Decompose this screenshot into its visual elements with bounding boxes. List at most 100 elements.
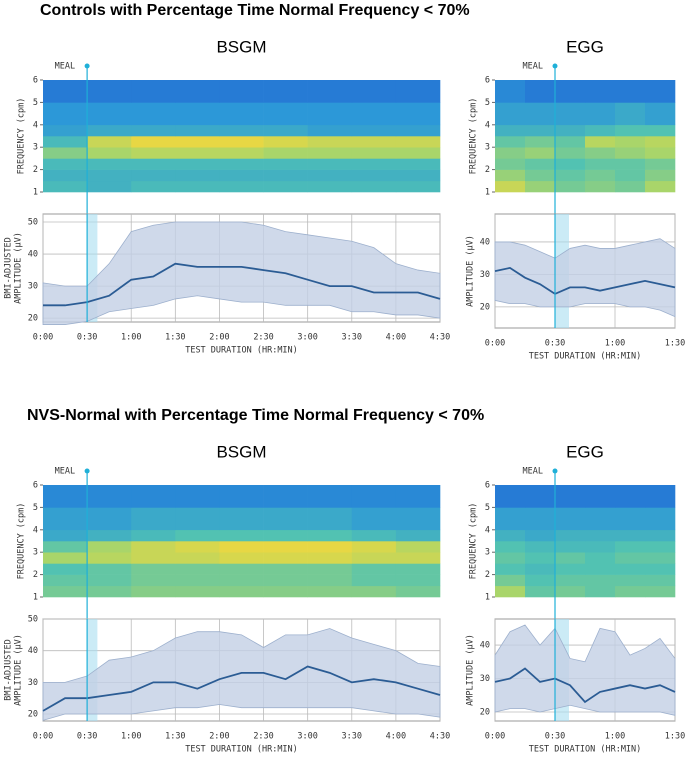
heatmap-cell bbox=[395, 541, 441, 553]
heatmap-cell bbox=[307, 507, 353, 531]
y-tick-label: 30 bbox=[480, 674, 490, 684]
y-tick-label: 3 bbox=[485, 143, 490, 153]
x-tick-label: 1:00 bbox=[605, 339, 625, 349]
heatmap-cell bbox=[43, 507, 88, 531]
y-tick-label: 5 bbox=[485, 98, 490, 108]
heatmap-cell bbox=[43, 552, 88, 564]
heatmap-cell bbox=[175, 563, 220, 575]
heatmap-cell bbox=[395, 124, 441, 137]
heatmap-cell bbox=[175, 147, 220, 159]
heatmap-cell bbox=[525, 552, 556, 564]
heatmap-cell bbox=[175, 585, 220, 598]
heatmap-cell bbox=[645, 180, 676, 193]
heatmap-cell bbox=[395, 180, 441, 193]
y-tick-label: 2 bbox=[485, 165, 490, 175]
heatmap-cell bbox=[645, 507, 676, 531]
meal-window bbox=[87, 214, 98, 322]
heatmap-cell bbox=[525, 585, 556, 598]
x-tick-label: 4:00 bbox=[386, 333, 406, 343]
x-tick-label: 2:00 bbox=[209, 732, 229, 742]
heatmap-cell bbox=[615, 147, 646, 159]
heatmap-cell bbox=[395, 563, 441, 575]
heatmap-cell bbox=[525, 80, 556, 103]
heatmap-cell bbox=[87, 541, 132, 553]
heatmap-cell bbox=[555, 563, 586, 575]
x-tick-label: 0:30 bbox=[545, 339, 565, 349]
heatmap-cell bbox=[43, 180, 88, 193]
heatmap-cell bbox=[351, 180, 397, 193]
y-axis-label: AMPLITUDE (µV) bbox=[14, 634, 24, 706]
heatmap-cell bbox=[219, 102, 264, 126]
heatmap-cell bbox=[495, 507, 526, 531]
heatmap-cell bbox=[615, 585, 646, 598]
heatmap-cell bbox=[525, 124, 556, 137]
heatmap-cell bbox=[615, 563, 646, 575]
heatmap-cell bbox=[555, 507, 586, 531]
heatmap-cell bbox=[87, 136, 132, 148]
panel-title: EGG bbox=[566, 37, 604, 56]
heatmap-cell bbox=[43, 158, 88, 170]
heatmap-cell bbox=[263, 585, 308, 598]
y-tick-label: 3 bbox=[33, 548, 38, 558]
heatmap-cell bbox=[175, 158, 220, 170]
y-axis-label: AMPLITUDE (µV) bbox=[466, 634, 476, 706]
heatmap-cell bbox=[351, 574, 397, 587]
y-axis-label: FREQUENCY (cpm) bbox=[17, 98, 27, 175]
x-tick-label: 1:00 bbox=[605, 732, 625, 742]
heatmap-cell bbox=[585, 147, 616, 159]
heatmap-cell bbox=[615, 180, 646, 193]
heatmap-cell bbox=[131, 147, 176, 159]
heatmap-cell bbox=[175, 80, 220, 103]
heatmap-cell bbox=[555, 585, 586, 598]
heatmap-cell bbox=[495, 169, 526, 182]
y-tick-label: 1 bbox=[485, 593, 490, 603]
heatmap-cell bbox=[131, 574, 176, 587]
meal-marker bbox=[84, 63, 90, 69]
meal-marker bbox=[552, 468, 558, 474]
heatmap-cell bbox=[645, 552, 676, 564]
heatmap-cell bbox=[615, 80, 646, 103]
heatmap-cell bbox=[351, 585, 397, 598]
heatmap-cell bbox=[219, 541, 264, 553]
heatmap-cell bbox=[555, 529, 586, 542]
x-axis-label: TEST DURATION (HR:MIN) bbox=[185, 745, 298, 755]
heatmap-cell bbox=[615, 136, 646, 148]
x-tick-label: 3:30 bbox=[342, 732, 362, 742]
x-axis-label: TEST DURATION (HR:MIN) bbox=[529, 352, 642, 362]
x-tick-label: 4:30 bbox=[430, 333, 450, 343]
heatmap-cell bbox=[395, 529, 441, 542]
x-tick-label: 0:00 bbox=[485, 339, 505, 349]
heatmap-cell bbox=[219, 574, 264, 587]
heatmap-cell bbox=[307, 529, 353, 542]
heatmap-cell bbox=[645, 124, 676, 137]
heatmap-cell bbox=[495, 529, 526, 542]
heatmap-cell bbox=[87, 585, 132, 598]
heatmap-cell bbox=[175, 529, 220, 542]
y-tick-label: 4 bbox=[33, 120, 38, 130]
heatmap-cell bbox=[219, 147, 264, 159]
heatmap-cell bbox=[585, 485, 616, 508]
y-tick-label: 6 bbox=[33, 76, 38, 86]
heatmap-cell bbox=[645, 102, 676, 126]
heatmap-cell bbox=[307, 541, 353, 553]
heatmap-cell bbox=[395, 158, 441, 170]
heatmap-cell bbox=[525, 529, 556, 542]
heatmap-cell bbox=[585, 529, 616, 542]
heatmap-cell bbox=[351, 169, 397, 182]
heatmap-cell bbox=[525, 102, 556, 126]
x-tick-label: 3:30 bbox=[342, 333, 362, 343]
y-tick-label: 40 bbox=[480, 641, 490, 651]
heatmap-cell bbox=[351, 136, 397, 148]
x-axis-label: TEST DURATION (HR:MIN) bbox=[185, 346, 298, 356]
heatmap-cell bbox=[263, 80, 308, 103]
y-tick-label: 20 bbox=[28, 710, 38, 720]
meal-marker bbox=[84, 468, 90, 474]
heatmap-cell bbox=[615, 158, 646, 170]
heatmap-cell bbox=[585, 541, 616, 553]
heatmap-cell bbox=[495, 585, 526, 598]
heatmap-cell bbox=[525, 541, 556, 553]
heatmap-cell bbox=[263, 541, 308, 553]
heatmap-cell bbox=[307, 485, 353, 508]
panel-title: EGG bbox=[566, 442, 604, 461]
heatmap-cell bbox=[351, 563, 397, 575]
